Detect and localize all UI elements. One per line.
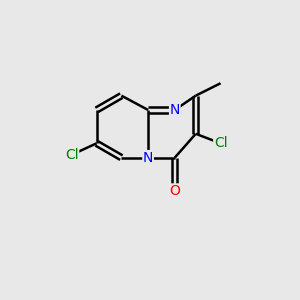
Text: N: N xyxy=(169,103,180,117)
Text: O: O xyxy=(169,184,180,198)
Text: N: N xyxy=(143,151,153,165)
Text: Cl: Cl xyxy=(65,148,79,162)
Text: Cl: Cl xyxy=(214,136,227,150)
